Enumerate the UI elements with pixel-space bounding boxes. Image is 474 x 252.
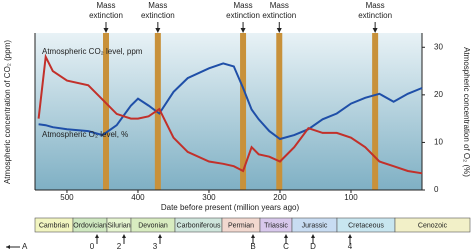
arrow-head (372, 28, 378, 33)
x-tick-label: 200 (273, 193, 287, 202)
annotation: Mass extinction (358, 1, 392, 20)
plot-area (35, 33, 422, 190)
period-label: Cretaceous (348, 222, 384, 229)
series-label: Atmospheric O₂ level, % (42, 130, 128, 139)
series-label: Atmospheric CO₂ level, ppm (42, 47, 143, 56)
y-axis-label: Atmospheric concentration of CO₂ (ppm) (3, 40, 12, 184)
marker-arrow-head (348, 234, 352, 238)
period-label: Cenozoic (418, 222, 448, 229)
period-label: Cambrian (39, 222, 69, 229)
marker-label: 0 (90, 242, 95, 251)
annotation: Mass extinction (262, 1, 296, 20)
marker-arrow-head (158, 234, 162, 238)
marker-label: C (283, 242, 289, 251)
marker-label: D (310, 242, 316, 251)
marker-arrow-head (284, 234, 288, 238)
annotation: Mass extinction (141, 1, 175, 20)
period-label: Silurian (107, 222, 130, 229)
marker-arrow-head (311, 234, 315, 238)
period-label: Triassic (264, 222, 288, 229)
x-tick-label: 100 (344, 193, 358, 202)
period-label: Permian (228, 222, 254, 229)
x-tick-label: 500 (60, 193, 74, 202)
marker-arrow-head (251, 234, 255, 238)
x-tick-label: 300 (202, 193, 216, 202)
extinction-bar (276, 33, 283, 190)
series-line (38, 62, 423, 141)
marker-arrow-head (122, 234, 126, 238)
extinction-bar (103, 33, 110, 190)
marker-arrow-head (95, 234, 99, 238)
y2-tick-label: 10 (434, 138, 443, 147)
x-axis-label: Date before present (million years ago) (161, 203, 300, 212)
marker-label: 3 (153, 242, 158, 251)
y2-tick-label: 20 (434, 90, 443, 99)
period-label: Jurassic (302, 222, 328, 229)
series-line (37, 53, 423, 175)
arrow-head (276, 28, 282, 33)
marker-label: 4 (348, 242, 353, 251)
y2-tick-label: 30 (434, 42, 443, 51)
period-label: Devonian (138, 222, 168, 229)
annotation: Mass extinction (226, 1, 260, 20)
start-arrow-head (6, 245, 10, 249)
arrow-head (155, 28, 161, 33)
y2-axis-label: Atmospheric concentration of O₂ (%) (462, 47, 471, 177)
annotation: Mass extinction (89, 1, 123, 20)
arrow-head (240, 28, 246, 33)
arrow-head (103, 28, 109, 33)
start-marker: A (22, 242, 28, 251)
extinction-bar (240, 33, 247, 190)
period-label: Carboniferous (177, 222, 221, 229)
marker-label: B (250, 242, 255, 251)
period-box (394, 217, 471, 233)
extinction-bar (372, 33, 379, 190)
marker-label: 2 (117, 242, 122, 251)
y2-tick-label: 0 (434, 185, 439, 194)
x-tick-label: 400 (131, 193, 145, 202)
period-label: Ordovician (73, 222, 107, 229)
